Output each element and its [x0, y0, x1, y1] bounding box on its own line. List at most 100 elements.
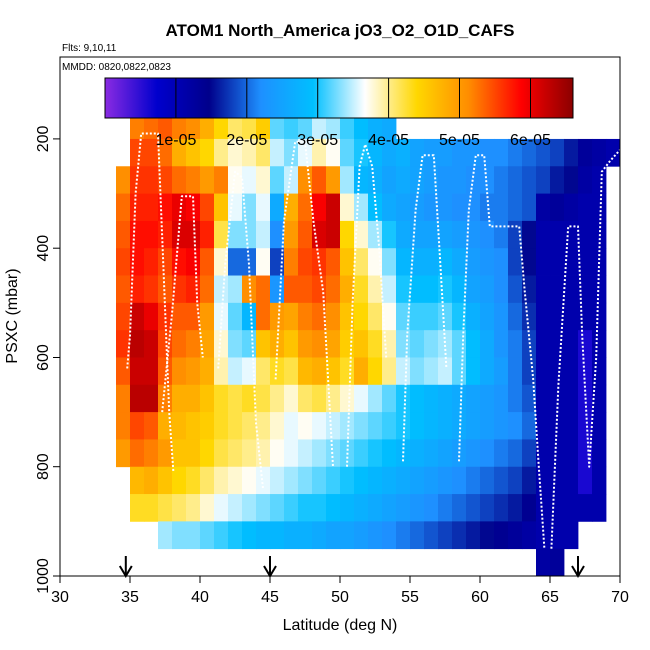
heatmap-cell [200, 439, 215, 468]
heatmap-cell [186, 166, 201, 194]
heatmap-cell [200, 521, 215, 550]
x-tick-label: 70 [611, 589, 629, 606]
heatmap-cell [382, 193, 397, 222]
y-tick-label: 400 [35, 235, 52, 262]
heatmap-cell [424, 384, 439, 413]
heatmap-cell [382, 111, 397, 140]
y-tick-label: 600 [35, 344, 52, 371]
heatmap-cell [214, 248, 229, 276]
heatmap-cell [186, 248, 201, 276]
heatmap-cell [564, 494, 579, 522]
heatmap-cell [592, 494, 607, 522]
heatmap-cell [256, 193, 271, 222]
heatmap-cell [382, 521, 397, 550]
heatmap-cell [312, 193, 327, 222]
heatmap-cell [256, 220, 271, 249]
heatmap-cell [116, 357, 131, 386]
heatmap-cell [340, 111, 355, 140]
heatmap-cell [200, 357, 215, 386]
flights-note: Flts: 9,10,11 [62, 43, 117, 54]
heatmap-cell [438, 220, 453, 249]
heatmap-cell [368, 248, 383, 276]
heatmap-cell [242, 494, 257, 522]
heatmap-cell [256, 494, 271, 522]
heatmap-cell [480, 138, 495, 167]
heatmap-cell [326, 220, 341, 249]
heatmap-cell [144, 193, 159, 222]
heatmap-cell [438, 138, 453, 167]
heatmap-cell [466, 248, 481, 276]
heatmap-cell [452, 248, 467, 276]
heatmap-cell [522, 166, 537, 194]
heatmap-cell [550, 357, 565, 386]
heatmap-cell [172, 439, 187, 468]
heatmap-cell [340, 466, 355, 495]
heatmap-cell [508, 412, 523, 440]
heatmap-cell [508, 439, 523, 468]
heatmap-cell [200, 193, 215, 222]
heatmap-cell [214, 439, 229, 468]
heatmap-cell [536, 302, 551, 331]
heatmap-cell [354, 466, 369, 495]
heatmap-cell [564, 384, 579, 413]
heatmap-cell [144, 248, 159, 276]
heatmap-cell [368, 357, 383, 386]
heatmap-cell [522, 302, 537, 331]
heatmap-cell [172, 384, 187, 413]
heatmap-cell [550, 384, 565, 413]
heatmap-cell [354, 248, 369, 276]
y-axis-label: PSXC (mbar) [4, 268, 21, 363]
heatmap-cell [480, 166, 495, 194]
heatmap-cell [438, 193, 453, 222]
heatmap-cell [354, 275, 369, 304]
heatmap-cell [144, 439, 159, 468]
heatmap-cell [284, 220, 299, 249]
heatmap-cell [424, 138, 439, 167]
heatmap-cell [424, 521, 439, 550]
heatmap-cell [508, 466, 523, 495]
heatmap-cell [396, 466, 411, 495]
y-tick-label: 200 [35, 125, 52, 152]
heatmap-cell [158, 521, 173, 550]
heatmap-cell [298, 412, 313, 440]
heatmap-cell [564, 330, 579, 358]
heatmap-cell [298, 138, 313, 167]
heatmap-cell [158, 439, 173, 468]
heatmap-cell [536, 494, 551, 522]
heatmap-cell [130, 494, 145, 522]
heatmap-cell [522, 466, 537, 495]
heatmap-cell [354, 302, 369, 331]
heatmap-cell [494, 220, 509, 249]
heatmap-cell [410, 494, 425, 522]
heatmap-cell [298, 384, 313, 413]
heatmap-cell [228, 439, 243, 468]
heatmap-cell [494, 439, 509, 468]
heatmap-cell [284, 384, 299, 413]
colorbar-tick-label: 3e-05 [297, 132, 338, 149]
heatmap-cell [550, 302, 565, 331]
heatmap-cell [564, 193, 579, 222]
heatmap-cell [130, 220, 145, 249]
heatmap-cell [340, 220, 355, 249]
heatmap-cell [466, 138, 481, 167]
heatmap-cell [550, 439, 565, 468]
heatmap-cell [452, 384, 467, 413]
heatmap-cell [494, 466, 509, 495]
heatmap-cell [144, 494, 159, 522]
heatmap-cell [340, 521, 355, 550]
heatmap-cell [522, 248, 537, 276]
heatmap-cell [144, 138, 159, 167]
heatmap-cell [340, 248, 355, 276]
heatmap-cell [424, 275, 439, 304]
heatmap-cell [284, 111, 299, 140]
heatmap-cell [200, 166, 215, 194]
heatmap-cell [172, 494, 187, 522]
heatmap-cell [270, 193, 285, 222]
heatmap-cell [466, 494, 481, 522]
heatmap-cell [578, 138, 593, 167]
heatmap-cell [522, 193, 537, 222]
heatmap-cell [270, 384, 285, 413]
heatmap-cell [186, 275, 201, 304]
heatmap-cell [438, 302, 453, 331]
heatmap-cell [522, 439, 537, 468]
